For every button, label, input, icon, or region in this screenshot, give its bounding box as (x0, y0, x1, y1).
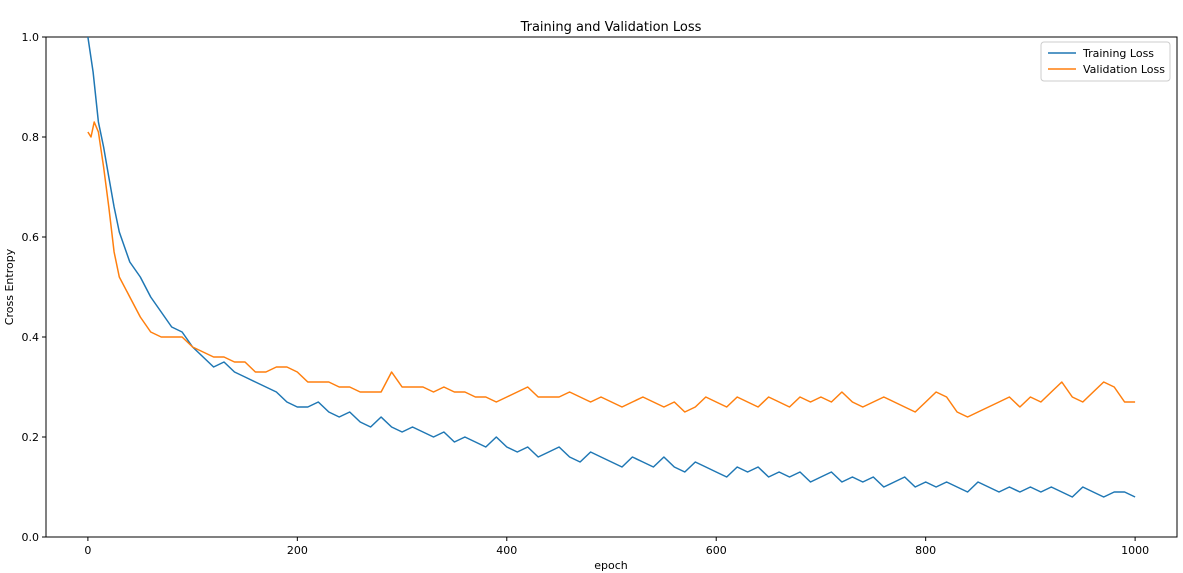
legend: Training Loss Validation Loss (1040, 41, 1171, 82)
y-tick-label: 1.0 (22, 31, 40, 44)
x-tick-label: 600 (706, 544, 727, 557)
series-layer (87, 36, 1136, 498)
x-tick-label: 200 (287, 544, 308, 557)
legend-box (1040, 41, 1171, 82)
chart-title: Training and Validation Loss (520, 20, 702, 35)
x-tick-label: 0 (84, 544, 91, 557)
y-axis: 0.0 0.2 0.4 0.6 0.8 1.0 (22, 31, 46, 544)
y-tick-label: 0.8 (22, 131, 40, 144)
legend-label: Validation Loss (1083, 63, 1165, 76)
y-tick-label: 0.4 (22, 331, 40, 344)
y-tick-label: 0.6 (22, 231, 40, 244)
x-tick-label: 1000 (1121, 544, 1149, 557)
x-axis-title: epoch (594, 559, 628, 572)
plot-frame (45, 36, 1178, 538)
y-tick-label: 0.2 (22, 431, 40, 444)
y-axis-title: Cross Entropy (3, 248, 16, 325)
x-axis: 0 200 400 600 800 1000 (84, 537, 1149, 557)
x-tick-label: 400 (496, 544, 517, 557)
validation-loss-line (87, 121, 1136, 418)
y-tick-label: 0.0 (22, 531, 40, 544)
x-tick-label: 800 (915, 544, 936, 557)
legend-label: Training Loss (1082, 47, 1154, 60)
training-loss-line (87, 36, 1136, 498)
